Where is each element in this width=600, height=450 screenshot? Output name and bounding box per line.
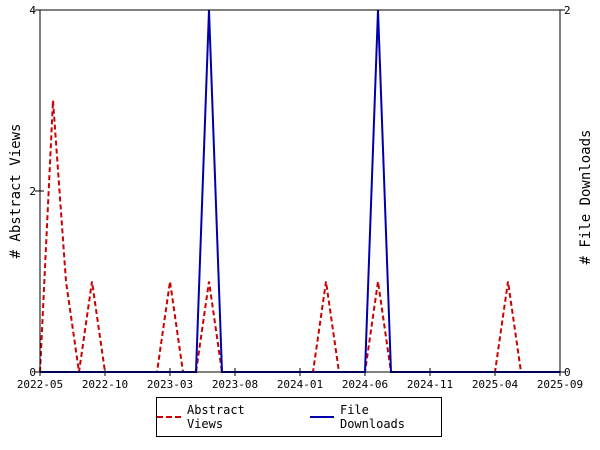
y-left-tick-label: 4 [29, 4, 36, 17]
series-line-abstract-views [39, 100, 560, 373]
x-tick-label: 2022-05 [17, 378, 63, 391]
series-line-file-downloads [40, 9, 560, 373]
legend-label-abstract-views: Abstract Views [186, 403, 245, 431]
x-tick-label: 2025-09 [537, 378, 583, 391]
legend-swatch-solid [310, 416, 334, 418]
legend-swatch-dashed [157, 416, 181, 418]
x-tick-label: 2023-08 [212, 378, 258, 391]
axis-ticks [35, 9, 565, 376]
legend-item-abstract-views: Abstract Views [157, 403, 288, 431]
x-tick-label: 2022-10 [82, 378, 128, 391]
chart-legend: Abstract Views File Downloads [156, 397, 442, 437]
y-right-tick-label: 2 [564, 4, 571, 17]
x-tick-label: 2025-04 [472, 378, 519, 391]
y-left-tick-label: 0 [29, 366, 36, 379]
legend-label-file-downloads: File Downloads [339, 403, 405, 431]
y-left-tick-label: 2 [29, 185, 36, 198]
tick-labels: 2022-05 2022-10 2023-03 2023-08 2024-01 2024-… [17, 4, 583, 391]
y-axis-right-title: # File Downloads [578, 130, 594, 265]
x-tick-label: 2024-01 [277, 378, 323, 391]
legend-item-file-downloads: File Downloads [310, 403, 441, 431]
x-tick-label: 2023-03 [147, 378, 193, 391]
y-axis-left-title: # Abstract Views [8, 124, 24, 259]
x-tick-label: 2024-11 [407, 378, 453, 391]
plot-frame [39, 9, 561, 373]
y-right-tick-label: 0 [564, 366, 571, 379]
x-tick-label: 2024-06 [342, 378, 388, 391]
series-layer [39, 9, 560, 373]
